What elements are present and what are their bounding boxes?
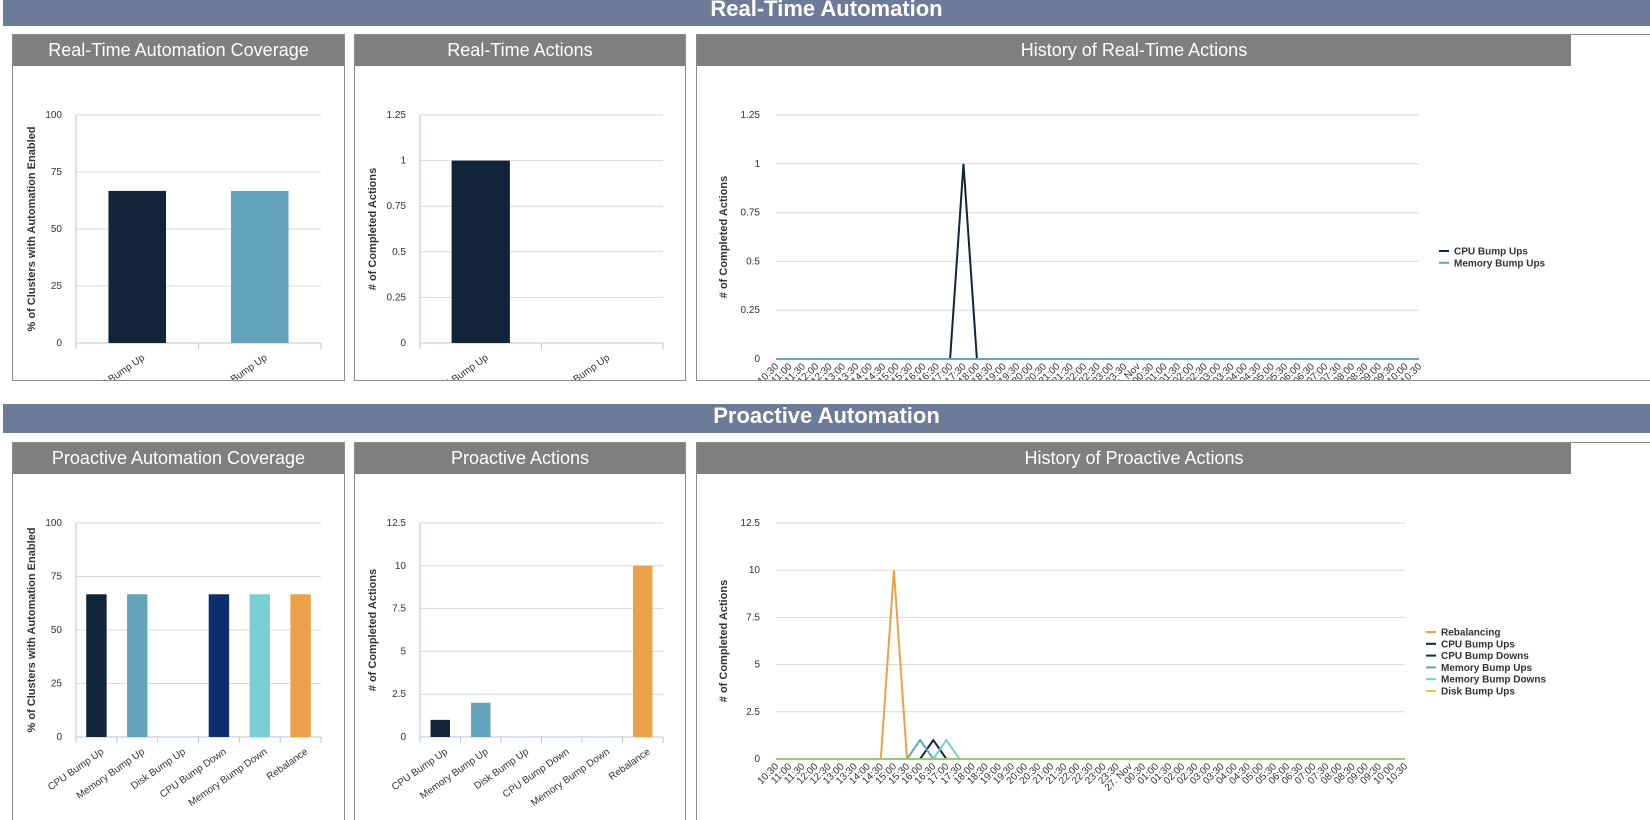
y-tick-label: 1 — [400, 156, 406, 167]
x-tick-label: Memory Bump Up — [418, 746, 491, 801]
series-line — [776, 738, 1405, 760]
y-tick-label: 100 — [45, 518, 62, 529]
section-title: Proactive Automation — [713, 403, 940, 428]
legend-label: Disk Bump Ups — [1441, 687, 1515, 698]
y-tick-label: 75 — [51, 167, 63, 178]
panel-title: Real-Time Automation Coverage — [13, 35, 344, 66]
y-tick-label: 10 — [749, 565, 761, 576]
y-tick-label: 7.5 — [392, 604, 406, 615]
chart-proactive-history: 02.557.51012.510:3011:0011:3012:0012:301… — [718, 518, 1546, 793]
x-tick-label: CPU Bump Up — [87, 352, 147, 380]
series-line — [776, 738, 1405, 760]
legend-label: Memory Bump Downs — [1441, 675, 1546, 686]
y-tick-label: 0 — [400, 732, 406, 743]
bar — [290, 594, 311, 737]
legend-label: Rebalancing — [1441, 628, 1500, 639]
y-tick-label: 0.75 — [741, 208, 761, 219]
bar — [451, 160, 510, 343]
panel-rt-history: History of Real-Time Actions 0 0.25 0.5 0.7… — [696, 34, 1650, 381]
panel-title: History of Proactive Actions — [697, 443, 1571, 474]
y-tick-label: 7.5 — [746, 612, 760, 623]
y-tick-label: 1.25 — [741, 110, 761, 121]
y-axis-title: # of Completed Actions — [718, 176, 730, 298]
y-tick-label: 2.5 — [392, 689, 406, 700]
x-tick-label: Memory Bump Up — [197, 352, 270, 380]
panel-pro-history: History of Proactive Actions 0 2.5 5 7.5 10 1… — [696, 442, 1650, 820]
y-tick-label: 50 — [51, 625, 63, 636]
panel-rt-coverage: Real-Time Automation Coverage 0 25 50 75 100… — [12, 34, 345, 381]
y-tick-label: 1 — [754, 159, 760, 170]
bar — [633, 565, 653, 737]
bar — [108, 190, 167, 343]
section-title: Real-Time Automation — [710, 0, 943, 21]
y-axis-title: # of Completed Actions — [718, 580, 730, 702]
bar — [86, 594, 107, 737]
y-tick-label: 75 — [51, 572, 63, 583]
panel-title: Proactive Actions — [355, 443, 685, 474]
y-tick-label: 25 — [51, 679, 63, 690]
x-tick-label: Rebalance — [265, 746, 311, 783]
y-axis-title: # of Completed Actions — [367, 569, 379, 691]
x-tick-label: Memory Bump Up — [75, 746, 148, 801]
legend-label: CPU Bump Ups — [1441, 639, 1515, 650]
bar — [249, 594, 270, 737]
panel-title: Proactive Automation Coverage — [13, 443, 344, 474]
y-tick-label: 5 — [400, 646, 406, 657]
panel-rt-actions: Real-Time Actions 0 0.25 0.5 0.75 1 1.25 CPU B… — [354, 34, 686, 381]
y-tick-label: 12.5 — [387, 518, 407, 529]
x-tick-label: Rebalance — [607, 746, 653, 783]
y-axis-title: % of Clusters with Automation Enabled — [26, 127, 38, 332]
y-tick-label: 0 — [400, 338, 406, 349]
bar — [127, 594, 148, 737]
y-tick-label: 0.25 — [387, 292, 407, 303]
section-header-proactive: Proactive Automation — [3, 404, 1650, 433]
y-axis-title: % of Clusters with Automation Enabled — [26, 528, 38, 733]
y-tick-label: 0.75 — [387, 201, 407, 212]
section-header-realtime: Real-Time Automation — [3, 0, 1650, 26]
y-tick-label: 0 — [56, 732, 62, 743]
legend-label: Memory Bump Ups — [1454, 258, 1546, 269]
series-line — [776, 738, 1405, 760]
panel-pro-coverage: Proactive Automation Coverage 0 25 50 75 100… — [12, 442, 345, 820]
y-tick-label: 100 — [45, 110, 62, 121]
y-tick-label: 12.5 — [741, 518, 761, 529]
legend-label: CPU Bump Downs — [1441, 651, 1529, 662]
chart-realtime-coverage: 0 25 50 75 100 CPU Bump Up Memory Bump Up % of … — [26, 110, 322, 380]
bar — [230, 190, 289, 343]
chart-realtime-history: 00.250.50.7511.2510:3011:0011:3012:0012:… — [718, 110, 1546, 380]
y-tick-label: 50 — [51, 224, 63, 235]
panel-pro-actions: Proactive Actions 0 2.5 5 7.5 10 12.5 CPU Bump… — [354, 442, 686, 820]
y-axis-title: # of Completed Actions — [367, 168, 379, 290]
panel-title: History of Real-Time Actions — [697, 35, 1571, 66]
legend-label: CPU Bump Ups — [1454, 247, 1528, 258]
legend-label: Memory Bump Ups — [1441, 663, 1533, 674]
y-tick-label: 2.5 — [746, 707, 760, 718]
y-tick-label: 0 — [754, 354, 760, 365]
y-tick-label: 5 — [754, 660, 760, 671]
chart-realtime-actions: 0 0.25 0.5 0.75 1 1.25 CPU Bump Up Memory Bump … — [367, 110, 664, 380]
bar — [471, 702, 491, 737]
bar — [208, 594, 230, 737]
x-tick-label: CPU Bump Up — [430, 352, 490, 380]
y-tick-label: 0 — [754, 754, 760, 765]
bar — [430, 719, 450, 737]
y-tick-label: 10 — [395, 561, 407, 572]
panel-title: Real-Time Actions — [355, 35, 685, 66]
y-tick-label: 0.5 — [392, 247, 406, 258]
y-tick-label: 1.25 — [387, 110, 407, 121]
y-tick-label: 0 — [56, 338, 62, 349]
y-tick-label: 0.25 — [741, 305, 761, 316]
y-tick-label: 25 — [51, 281, 63, 292]
x-tick-label: Memory Bump Up — [540, 352, 613, 380]
y-tick-label: 0.5 — [746, 256, 760, 267]
